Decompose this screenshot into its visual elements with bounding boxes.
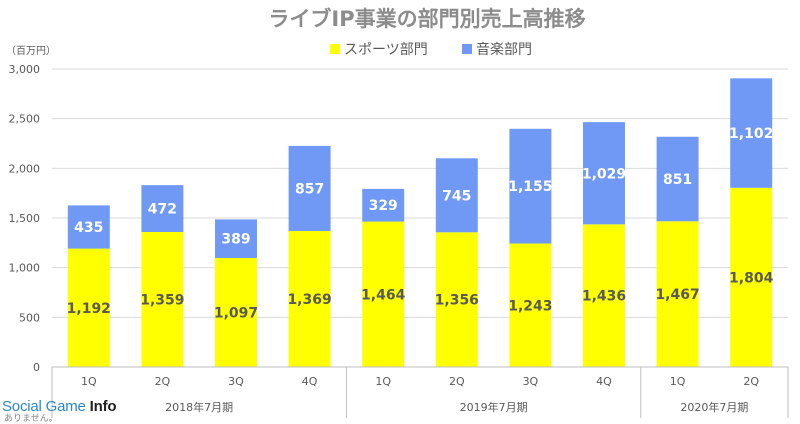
x-tick-label: 1Q xyxy=(375,375,391,388)
watermark-caption: ありません。 xyxy=(4,413,58,423)
bar-music xyxy=(141,185,184,233)
data-label: 1,359 xyxy=(140,293,184,309)
bar-sport xyxy=(67,248,110,367)
y-tick-label: 0 xyxy=(33,361,40,374)
data-label: 1,102 xyxy=(729,126,773,142)
x-tick-label: 4Q xyxy=(302,375,318,388)
bar-music xyxy=(583,122,625,225)
x-tick-label: 2Q xyxy=(155,375,171,388)
bar-sport xyxy=(215,258,257,367)
y-tick-label: 500 xyxy=(19,311,40,324)
bar-music xyxy=(362,188,405,222)
x-tick-label: 2Q xyxy=(743,375,759,388)
data-label: 1,192 xyxy=(67,301,111,317)
legend-label-1: 音楽部門 xyxy=(476,41,532,58)
bar-sport xyxy=(362,221,405,367)
chart-title: ライブIP事業の部門別売上高推移 xyxy=(268,7,585,31)
watermark-logo: Social Game Info xyxy=(2,398,117,415)
data-label: 1,356 xyxy=(435,293,479,309)
data-label: 389 xyxy=(221,232,250,248)
bar-sport xyxy=(435,232,478,367)
bar-sport xyxy=(583,224,625,367)
data-label: 745 xyxy=(442,188,471,204)
x-tick-label: 1Q xyxy=(670,375,686,388)
watermark: ありません。 Social Game Info xyxy=(2,398,117,423)
data-label: 1,029 xyxy=(582,166,626,182)
y-tick-label: 1,500 xyxy=(9,212,41,225)
x-tick-label: 3Q xyxy=(523,375,539,388)
y-tick-label: 2,000 xyxy=(9,162,41,175)
bar-sport xyxy=(141,232,184,367)
data-label: 1,467 xyxy=(655,287,699,303)
data-label: 1,369 xyxy=(287,292,331,308)
bar-sport xyxy=(730,187,773,367)
bar-music xyxy=(730,78,773,188)
x-tick-label: 3Q xyxy=(228,375,244,388)
bar-sport xyxy=(509,243,552,367)
x-group-label: 2018年7月期 xyxy=(165,400,233,414)
data-label: 851 xyxy=(663,172,692,188)
data-label: 435 xyxy=(74,220,103,236)
bar-music xyxy=(288,145,331,232)
x-tick-label: 2Q xyxy=(449,375,465,388)
data-label: 1,097 xyxy=(214,306,258,322)
x-tick-label: 1Q xyxy=(81,375,97,388)
bar-sport xyxy=(288,231,331,367)
bars: 1,192 435 1,359 472 1,097 389 1,369 857 1,464 329… xyxy=(67,78,774,367)
data-label: 857 xyxy=(295,181,324,197)
bar-sport xyxy=(656,221,699,367)
data-label: 1,436 xyxy=(582,289,626,305)
y-tick-label: 3,000 xyxy=(9,63,41,76)
bar-music xyxy=(215,219,257,259)
bar-music xyxy=(509,128,552,244)
y-axis-ticks: 0 500 1,000 1,500 2,000 2,500 3,000 xyxy=(9,63,41,374)
legend-swatch-1 xyxy=(462,44,472,54)
data-label: 1,243 xyxy=(508,298,552,314)
data-label: 1,464 xyxy=(361,287,406,303)
data-label: 472 xyxy=(148,202,177,218)
y-tick-label: 2,500 xyxy=(9,113,41,126)
bar-music xyxy=(656,136,699,222)
bar-music xyxy=(435,158,478,233)
y-axis-unit-label: （百万円） xyxy=(6,45,56,57)
x-tick-label: 4Q xyxy=(596,375,612,388)
data-label: 329 xyxy=(369,198,398,214)
data-label: 1,155 xyxy=(508,179,552,195)
watermark-brand: Social Game xyxy=(2,398,90,415)
x-axis: 1Q 2Q 3Q 4Q 1Q 2Q 3Q 4Q 1Q 2Q 2018年7月期 2019年7月期 2020… xyxy=(51,366,789,418)
legend: スポーツ部門 音楽部門 xyxy=(330,41,532,58)
x-group-label: 2020年7月期 xyxy=(680,400,748,414)
watermark-brand-bold: Info xyxy=(89,398,117,415)
bar-music xyxy=(67,205,110,249)
legend-label-0: スポーツ部門 xyxy=(344,42,428,58)
data-label: 1,804 xyxy=(729,270,774,286)
legend-swatch-0 xyxy=(330,44,340,54)
y-tick-label: 1,000 xyxy=(9,262,41,275)
x-group-label: 2019年7月期 xyxy=(460,400,528,414)
